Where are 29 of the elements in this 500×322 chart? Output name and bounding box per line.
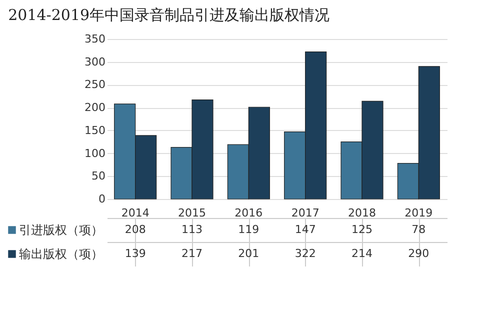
data-label: 78 — [412, 223, 426, 236]
y-tick-label: 50 — [92, 170, 106, 183]
data-label: 113 — [182, 223, 202, 236]
data-label: 290 — [408, 247, 430, 260]
x-tick-label: 2018 — [348, 206, 376, 220]
y-tick-label: 100 — [84, 146, 106, 160]
data-label: 214 — [352, 247, 372, 260]
data-label: 217 — [182, 247, 202, 260]
data-label: 147 — [294, 223, 316, 236]
y-tick-label: 200 — [84, 101, 106, 114]
x-tick-label: 2014 — [121, 206, 150, 220]
y-tick-label: 250 — [84, 78, 106, 92]
y-tick-label: 350 — [84, 32, 106, 46]
y-tick-label: 0 — [98, 192, 106, 206]
x-tick-label: 2015 — [178, 206, 206, 220]
legend-label: 引进版权（项） — [19, 223, 103, 237]
x-tick-label: 2019 — [404, 206, 433, 220]
data-label: 139 — [124, 247, 146, 260]
data-label: 125 — [352, 223, 372, 236]
data-label: 119 — [238, 223, 260, 236]
chart-title: 2014-2019年中国录音制品引进及输出版权情况 — [8, 6, 330, 24]
x-tick-label: 2017 — [291, 206, 320, 220]
data-label: 322 — [294, 247, 316, 260]
y-tick-label: 300 — [84, 55, 106, 68]
data-label: 201 — [238, 247, 260, 260]
data-label: 208 — [124, 223, 146, 236]
x-tick-label: 2016 — [234, 206, 263, 220]
y-tick-label: 150 — [84, 124, 106, 137]
legend-label: 输出版权（项） — [19, 247, 103, 261]
